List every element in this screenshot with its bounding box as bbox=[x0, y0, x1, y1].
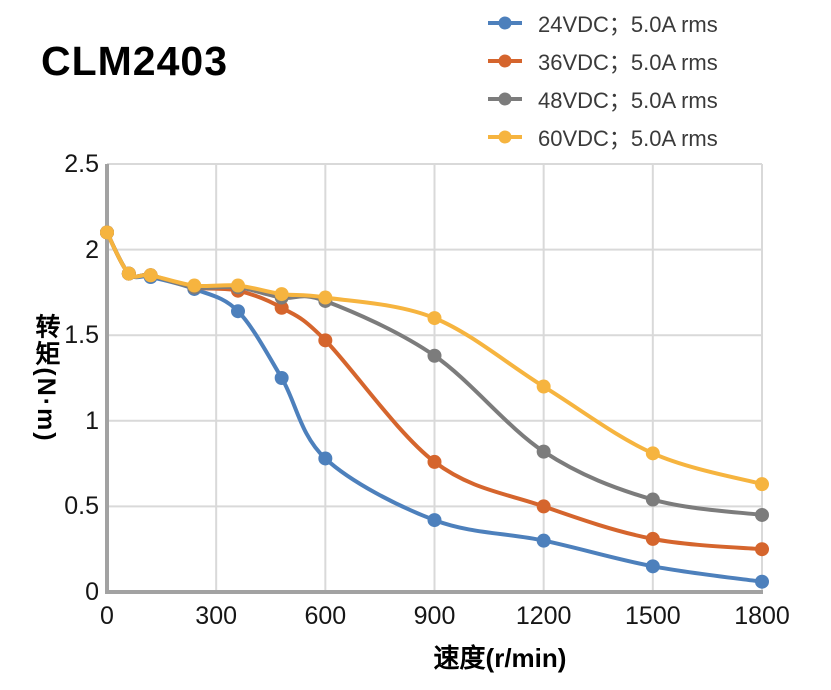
x-tick-label: 600 bbox=[304, 602, 347, 630]
y-tick-label: 0 bbox=[85, 578, 99, 606]
data-point-marker bbox=[274, 300, 289, 315]
y-tick-label: 1 bbox=[85, 406, 99, 435]
x-tick-label: 300 bbox=[195, 602, 238, 630]
legend-line-marker-icon bbox=[488, 16, 522, 30]
data-point-marker bbox=[536, 444, 551, 459]
data-point-marker bbox=[536, 533, 551, 548]
y-axis-title: 转矩(N·m) bbox=[32, 313, 60, 443]
legend-label: 60VDC；5.0A rms bbox=[538, 126, 718, 151]
data-point-marker bbox=[274, 371, 289, 385]
legend-label: 48VDC；5.0A rms bbox=[538, 88, 718, 113]
legend-line-marker-icon bbox=[488, 130, 522, 144]
x-tick-label: 1500 bbox=[625, 602, 681, 630]
legend: 24VDC；5.0A rms 36VDC；5.0A rms 48VDC；5.0A… bbox=[487, 4, 718, 156]
data-point-marker bbox=[231, 278, 245, 293]
x-tick-label: 0 bbox=[100, 602, 114, 630]
data-point-marker bbox=[755, 477, 769, 492]
legend-item: 60VDC；5.0A rms bbox=[487, 118, 718, 156]
series-4-curve bbox=[100, 225, 769, 492]
plot-area bbox=[100, 163, 769, 594]
legend-item: 48VDC；5.0A rms bbox=[487, 80, 718, 118]
y-tick-label: 1.5 bbox=[64, 321, 99, 350]
x-tick-label: 1200 bbox=[515, 602, 572, 630]
data-point-marker bbox=[645, 492, 660, 507]
legend-label: 24VDC；5.0A rms bbox=[538, 12, 718, 37]
data-point-marker bbox=[755, 542, 769, 557]
legend-item: 36VDC；5.0A rms bbox=[487, 42, 718, 80]
data-point-marker bbox=[318, 333, 333, 348]
x-axis-title: 速度(r/min) bbox=[433, 643, 567, 673]
data-point-marker bbox=[274, 287, 289, 302]
data-point-marker bbox=[187, 278, 202, 293]
data-point-marker bbox=[645, 446, 660, 461]
data-point-marker bbox=[318, 451, 333, 466]
data-point-marker bbox=[318, 290, 333, 305]
legend-line-marker-icon bbox=[488, 54, 522, 68]
data-point-marker bbox=[231, 304, 245, 319]
legend-line-marker-icon bbox=[488, 92, 522, 106]
data-point-marker bbox=[121, 266, 136, 281]
chart-title: CLM2403 bbox=[41, 38, 229, 84]
y-tick-label: 2.5 bbox=[64, 150, 99, 178]
data-point-marker bbox=[536, 379, 551, 394]
data-point-marker bbox=[143, 268, 158, 283]
x-tick-label: 900 bbox=[413, 602, 456, 630]
data-point-marker bbox=[100, 225, 114, 240]
data-point-marker bbox=[427, 454, 442, 469]
legend-label: 36VDC；5.0A rms bbox=[538, 50, 718, 75]
x-tick-label: 1800 bbox=[734, 602, 790, 630]
data-point-marker bbox=[427, 513, 442, 528]
data-point-marker bbox=[427, 348, 442, 363]
data-point-marker bbox=[427, 311, 442, 326]
data-point-marker bbox=[755, 574, 769, 589]
data-point-marker bbox=[755, 507, 769, 522]
data-point-marker bbox=[645, 531, 660, 546]
data-point-marker bbox=[645, 559, 660, 574]
y-tick-label: 2 bbox=[85, 235, 99, 264]
legend-item: 24VDC；5.0A rms bbox=[487, 4, 718, 42]
y-axis-tick-labels: 0 0.5 1 1.5 2 2.5 bbox=[0, 0, 99, 690]
y-tick-label: 0.5 bbox=[64, 492, 99, 521]
data-point-marker bbox=[536, 499, 551, 514]
gridlines bbox=[107, 163, 763, 592]
